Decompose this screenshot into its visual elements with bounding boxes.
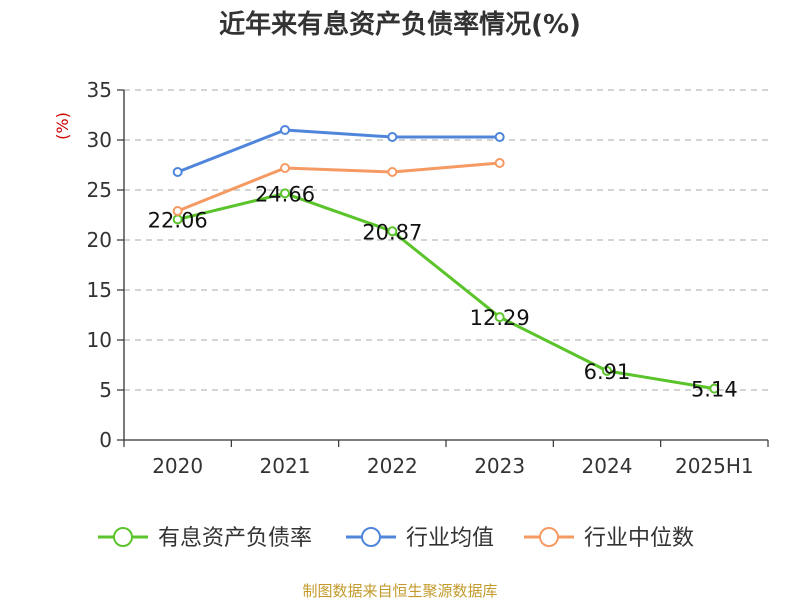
legend-marker xyxy=(539,527,559,547)
data-point xyxy=(280,125,290,135)
data-point xyxy=(280,188,290,199)
y-tick-label: 25 xyxy=(87,178,112,202)
data-point xyxy=(494,158,505,168)
y-tick-label: 15 xyxy=(87,278,112,302)
y-tick-label: 10 xyxy=(87,328,112,352)
data-label: 24.66 xyxy=(255,182,315,206)
series-line xyxy=(177,161,500,213)
series-2 xyxy=(172,158,505,216)
data-point xyxy=(172,167,183,177)
y-tick-label: 0 xyxy=(99,428,112,452)
data-labels: 22.06 24.66 20.87 12.29 6.91 5.14 xyxy=(148,182,738,401)
data-label: 12.29 xyxy=(470,306,530,330)
data-label: 6.91 xyxy=(584,360,631,384)
legend-marker xyxy=(361,527,381,547)
data-point xyxy=(602,365,612,376)
data-point xyxy=(494,132,505,142)
series-line xyxy=(177,128,500,174)
series-1 xyxy=(172,125,505,177)
data-label: 20.87 xyxy=(362,220,422,244)
x-tick-label: 2025H1 xyxy=(675,454,754,478)
y-tick-label: 30 xyxy=(87,128,112,152)
legend-item: 行业均值 xyxy=(346,526,494,551)
data-label: 5.14 xyxy=(691,378,738,402)
legend-item: 有息资产负债率 xyxy=(98,526,312,551)
data-point xyxy=(280,163,290,173)
axes: 0 5 10 15 20 25 30 35 2020 2021 2022 2023 2024 2025H1 xyxy=(87,78,769,478)
y-tick-label: 35 xyxy=(87,78,112,102)
data-point xyxy=(172,206,183,216)
series-line xyxy=(177,191,715,391)
legend-item: 行业中位数 xyxy=(524,526,694,551)
data-point xyxy=(494,312,505,323)
series-0 xyxy=(172,188,720,394)
series-lines xyxy=(172,125,720,394)
x-tick-label: 2022 xyxy=(367,454,418,478)
legend-label: 行业均值 xyxy=(406,526,494,551)
y-axis-unit: (%) xyxy=(53,112,72,140)
source-note: 制图数据来自恒生聚源数据库 xyxy=(302,582,497,600)
data-point xyxy=(387,132,398,142)
legend-label: 行业中位数 xyxy=(584,526,694,551)
data-point xyxy=(387,167,398,177)
x-tick-label: 2020 xyxy=(152,454,203,478)
chart-title: 近年来有息资产负债率情况(%) xyxy=(219,9,581,40)
x-tick-label: 2021 xyxy=(260,454,311,478)
y-tick-label: 20 xyxy=(87,228,112,252)
x-tick-label: 2023 xyxy=(474,454,525,478)
data-point xyxy=(387,226,398,237)
grid xyxy=(124,89,768,391)
x-tick-label: 2024 xyxy=(582,454,633,478)
data-label: 22.06 xyxy=(148,208,208,232)
legend-label: 有息资产负债率 xyxy=(158,526,312,551)
legend: 有息资产负债率 行业均值 行业中位数 xyxy=(98,526,694,551)
data-point xyxy=(709,383,720,394)
legend-marker xyxy=(113,527,133,547)
y-tick-label: 5 xyxy=(99,378,112,402)
